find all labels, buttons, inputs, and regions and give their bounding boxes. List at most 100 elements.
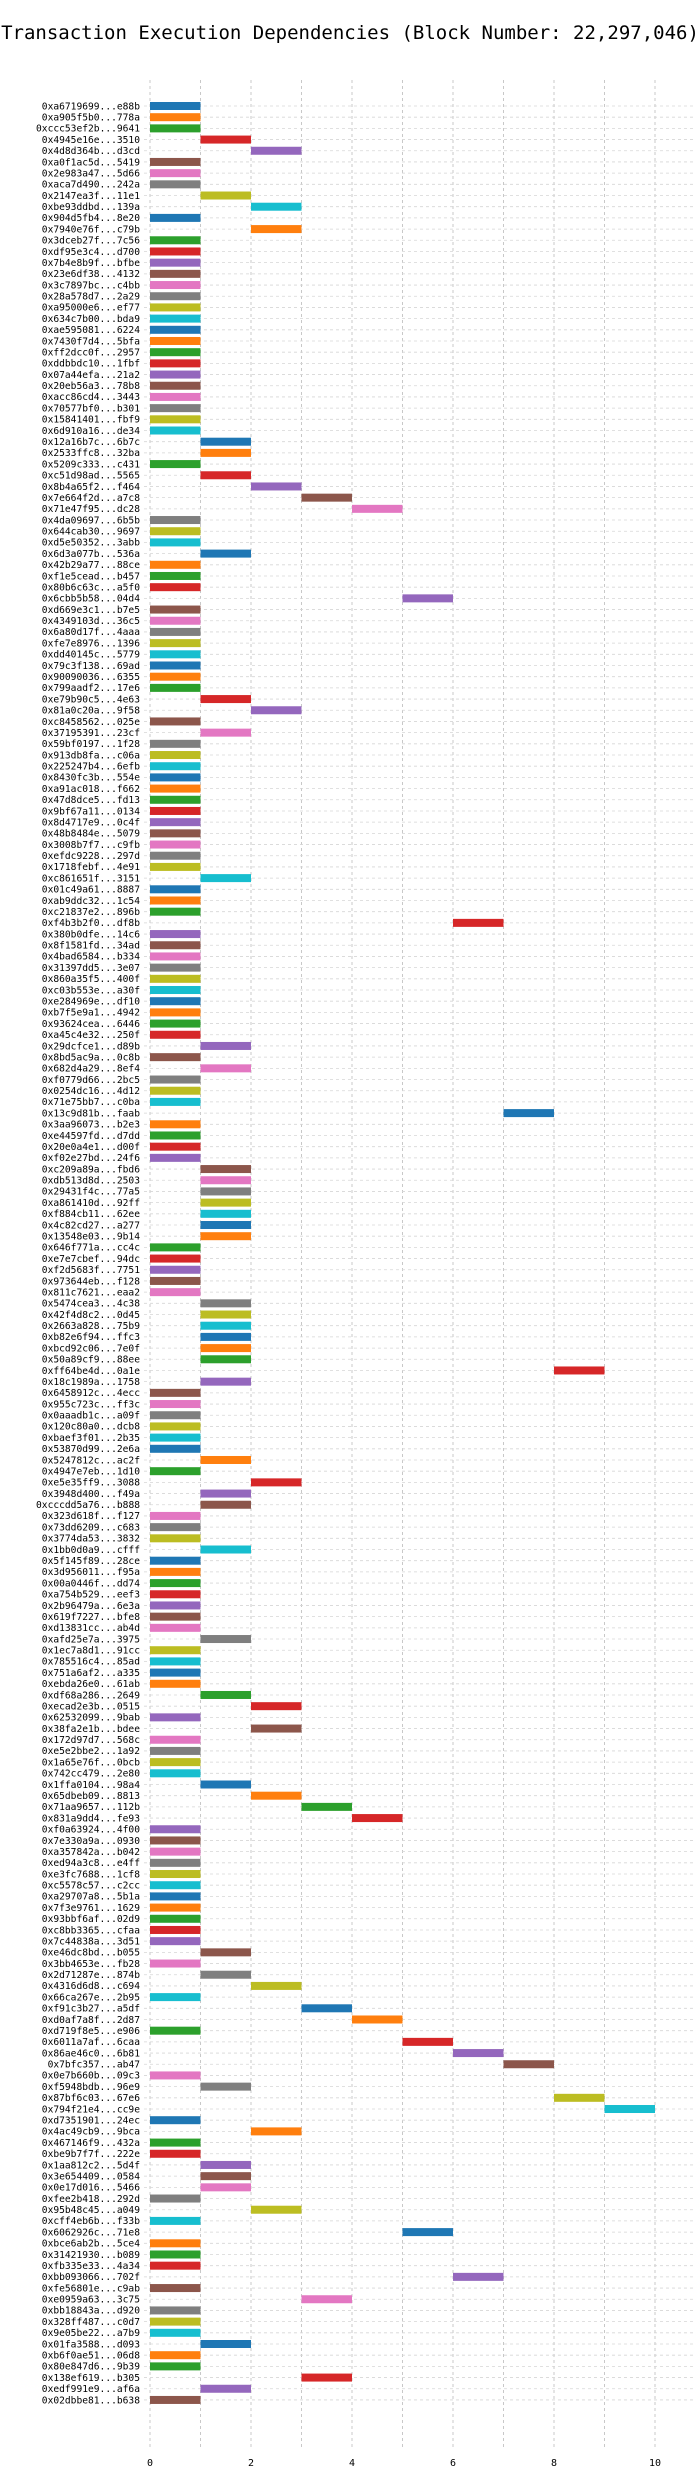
tx-label: 0x31397dd5...3e07 (42, 963, 140, 974)
tx-label: 0xbe9b7f7f...222e (42, 2149, 140, 2160)
tx-label: 0xdd40145c...5779 (42, 650, 140, 661)
bar-layer (150, 102, 655, 2404)
tx-label: 0xafd25e7a...3975 (42, 1634, 140, 1645)
tx-bar (150, 516, 201, 525)
tx-label: 0x01c49a61...8887 (42, 885, 140, 896)
tx-label: 0x811c7621...eaa2 (42, 1287, 140, 1298)
tx-bar (150, 650, 201, 659)
tx-bar (200, 1489, 251, 1498)
tx-label: 0x93624cea...6446 (42, 1019, 140, 1030)
tx-label: 0x02dbbe81...b638 (42, 2395, 140, 2406)
tx-label: 0xedf991e9...af6a (42, 2384, 140, 2395)
tx-label: 0xbce6ab2b...5ce4 (42, 2239, 140, 2250)
tx-label: 0x42b29a77...88ce (42, 560, 140, 571)
tx-label: 0xcccdd5a76...b888 (36, 1500, 140, 1511)
tx-bar (150, 1914, 201, 1923)
tx-bar (150, 963, 201, 972)
x-tick-label: 0 (147, 2458, 153, 2469)
tx-label: 0x18c1989a...1758 (42, 1377, 140, 1388)
tx-bar (150, 1019, 201, 1028)
tx-bar (200, 1209, 251, 1218)
tx-bar (352, 2015, 403, 2024)
tx-label: 0xa861410d...92ff (42, 1198, 140, 1209)
tx-bar (150, 102, 201, 110)
tx-label: 0xdf95e3c4...d700 (42, 247, 140, 258)
tx-label: 0x7c44838a...3d51 (42, 1936, 140, 1947)
tx-bar (150, 1825, 201, 1834)
tx-label: 0x2b96479a...6e3a (42, 1601, 140, 1612)
tx-bar (150, 2328, 201, 2337)
tx-bar (150, 974, 201, 983)
tx-label: 0x13c9d81b...faab (42, 1108, 140, 1119)
tx-bar (150, 930, 201, 939)
tx-bar (200, 695, 251, 704)
tx-label: 0xf1e5cead...b457 (42, 571, 140, 582)
tx-bar (150, 1601, 201, 1610)
tx-label: 0x29431f4c...77a5 (42, 1187, 140, 1198)
tx-bar (150, 1758, 201, 1767)
tx-bar (604, 2105, 655, 2114)
tx-bar (251, 482, 302, 491)
tx-bar (503, 1109, 554, 1118)
tx-label: 0x6a80d17f...4aaa (42, 627, 140, 638)
tx-bar (150, 2284, 201, 2293)
y-tick-labels: 0xa6719699...e88b0xa905f5b0...778a0xccc5… (36, 101, 140, 2406)
tx-bar (150, 717, 201, 726)
tx-label: 0x47d8dce5...fd13 (42, 795, 140, 806)
tx-bar (150, 571, 201, 580)
tx-label: 0x7b4e8b9f...bfbe (42, 258, 140, 269)
tx-bar (150, 281, 201, 290)
tx-bar (150, 1433, 201, 1442)
tx-bar (251, 1791, 302, 1800)
tx-bar (150, 180, 201, 189)
tx-label: 0x3d956011...f95a (42, 1567, 140, 1578)
tx-bar (150, 1030, 201, 1039)
tx-label: 0x225247b4...6efb (42, 762, 140, 773)
tx-bar (150, 1623, 201, 1632)
tx-label: 0x794f21e4...cc9e (42, 2104, 140, 2115)
tx-label: 0x80b6c63c...a5f0 (42, 582, 140, 593)
tx-bar (150, 683, 201, 692)
tx-bar (200, 2160, 251, 2169)
tx-label: 0xc8458562...025e (42, 717, 140, 728)
tx-label: 0xf91c3b27...a5df (42, 2004, 140, 2015)
tx-label: 0x2147ea3f...11e1 (42, 191, 140, 202)
tx-bar (251, 2205, 302, 2214)
tx-bar (150, 851, 201, 860)
tx-bar (200, 1321, 251, 1330)
tx-label: 0xb82e6f94...ffc3 (42, 1332, 140, 1343)
tx-label: 0x71e75bb7...c0ba (42, 1097, 140, 1108)
tx-label: 0x4bad6584...b334 (42, 952, 140, 963)
tx-bar (200, 1064, 251, 1073)
tx-bar (150, 1612, 201, 1621)
tx-bar (150, 1097, 201, 1106)
tx-bar (150, 1679, 201, 1688)
tx-label: 0xf2d5683f...7751 (42, 1265, 140, 1276)
tx-bar (251, 706, 302, 715)
tx-label: 0x6458912c...4ecc (42, 1388, 140, 1399)
tx-bar (200, 2183, 251, 2192)
tx-label: 0x5247812c...ac2f (42, 1455, 140, 1466)
tx-label: 0x12a16b7c...6b7c (42, 437, 140, 448)
tx-bar (200, 1299, 251, 1308)
tx-bar (150, 885, 201, 894)
tx-bar (150, 616, 201, 625)
tx-label: 0x742cc479...2e80 (42, 1769, 140, 1780)
tx-label: 0x619f7227...bfe8 (42, 1612, 140, 1623)
chart-title: Transaction Execution Dependencies (Bloc… (1, 22, 699, 44)
tx-bar (402, 594, 453, 603)
tx-label: 0x380b0dfe...14c6 (42, 929, 140, 940)
tx-label: 0x138ef619...b305 (42, 2373, 140, 2384)
tx-label: 0xfe7e8976...1396 (42, 638, 140, 649)
tx-label: 0x973644eb...f128 (42, 1276, 140, 1287)
tx-bar (150, 1746, 201, 1755)
tx-bar (200, 2340, 251, 2348)
tx-bar (150, 840, 201, 849)
tx-label: 0xdf68a286...2649 (42, 1690, 140, 1701)
tx-bar (150, 1668, 201, 1677)
tx-bar (251, 1724, 302, 1733)
tx-bar (150, 1523, 201, 1532)
tx-bar (402, 2037, 453, 2046)
tx-bar (150, 762, 201, 771)
tx-bar (200, 1165, 251, 1174)
